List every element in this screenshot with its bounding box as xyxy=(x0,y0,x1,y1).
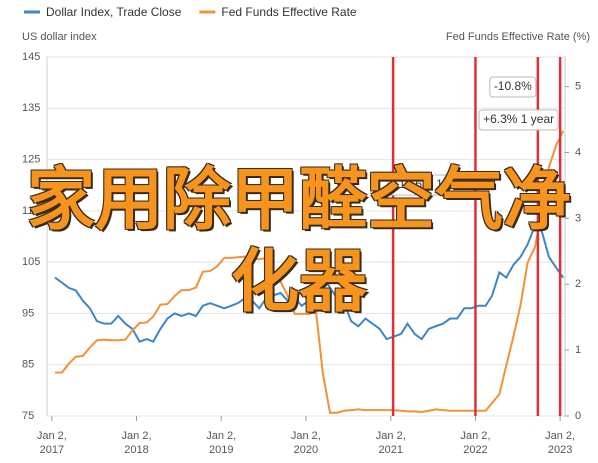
y2-tick-label: 1 xyxy=(575,344,581,356)
x-tick-label: Jan 2, 2023 xyxy=(545,430,575,456)
series-line xyxy=(54,130,565,414)
x-tick-label: Jan 2, 2019 xyxy=(206,430,236,456)
series-line xyxy=(54,224,564,343)
y-tick-label: 75 xyxy=(22,410,34,422)
annotation: +12.6% 1 year xyxy=(392,177,470,191)
x-tick-label: Jan 2, 2018 xyxy=(122,430,152,456)
y2-tick-label: 5 xyxy=(575,81,581,93)
y-tick-label: 105 xyxy=(22,256,40,268)
y-tick-label: 125 xyxy=(22,153,40,165)
x-tick-label: Jan 2, 2020 xyxy=(291,430,321,456)
x-tick-label: Jan 2, 2022 xyxy=(460,430,490,456)
x-tick-label: Jan 2, 2017 xyxy=(37,430,67,456)
y-axis-label: US dollar index xyxy=(22,31,97,43)
y2-tick-label: 2 xyxy=(575,278,581,290)
y-tick-label: 115 xyxy=(22,205,40,217)
legend-label: Dollar Index, Trade Close xyxy=(46,5,182,19)
annotation-box xyxy=(478,109,559,131)
y-tick-label: 145 xyxy=(22,51,40,63)
y-tick-label: 135 xyxy=(22,102,40,114)
overlay-text: 家用除甲醛空气净化器 xyxy=(26,161,571,322)
annotation: +6.3% 1 year xyxy=(483,112,554,126)
annotation: -10.8% xyxy=(494,79,532,93)
annotation-box xyxy=(489,76,537,98)
y2-tick-label: 0 xyxy=(575,410,581,422)
legend-label: Fed Funds Effective Rate xyxy=(221,5,357,19)
y-tick-label: 95 xyxy=(22,307,34,319)
y2-axis-label: Fed Funds Effective Rate (%) xyxy=(446,31,590,43)
annotation-box xyxy=(387,174,474,196)
y2-tick-label: 3 xyxy=(575,212,581,224)
y2-tick-label: 4 xyxy=(575,146,581,158)
y-tick-label: 85 xyxy=(22,359,34,371)
x-tick-label: Jan 2, 2021 xyxy=(376,430,406,456)
